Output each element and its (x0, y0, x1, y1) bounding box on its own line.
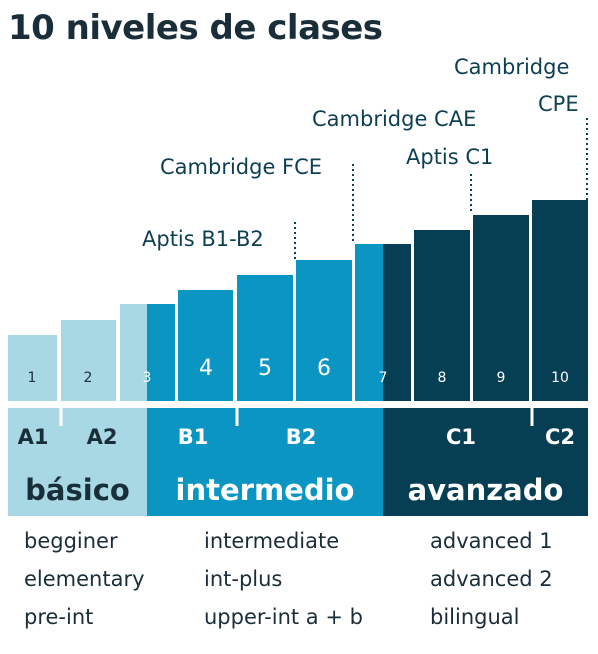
annotation-cambridge-cpe-line1: Cambridge (454, 55, 570, 79)
bar-7-dark (383, 244, 411, 401)
level-a2: A2 (86, 425, 118, 449)
bar-number: 8 (438, 370, 447, 386)
sublevel-item: intermediate (204, 529, 340, 553)
level-a1: A1 (17, 425, 49, 449)
level-c2: C2 (544, 425, 576, 449)
bar-3-light (120, 304, 147, 401)
annotation-aptis-b1b2: Aptis B1-B2 (142, 227, 264, 251)
bar-1 (8, 335, 57, 401)
annotation-aptis-c1: Aptis C1 (406, 145, 494, 169)
bar-8 (414, 230, 470, 401)
sublevel-item: advanced 1 (430, 529, 553, 553)
annotation-cambridge-cpe-line2: CPE (538, 92, 579, 116)
bar-number: 10 (551, 370, 569, 386)
bar-number: 3 (143, 370, 152, 386)
group-avanzado: avanzado (407, 473, 564, 507)
bar-10 (532, 200, 588, 401)
band-avanzado (383, 408, 588, 516)
bar-number: 1 (28, 370, 37, 386)
bar-2 (61, 320, 116, 401)
bar-number: 7 (379, 370, 388, 386)
bar-number: 9 (497, 370, 506, 386)
bar-5 (237, 275, 293, 401)
sublevel-item: pre-int (24, 605, 94, 629)
level-b2: B2 (285, 425, 317, 449)
sublevel-item: begginer (24, 529, 118, 553)
bar-number: 2 (84, 370, 93, 386)
sublevel-item: bilingual (430, 605, 520, 629)
bar-7-mid (355, 244, 383, 401)
group-basico: básico (25, 473, 130, 507)
bar-9 (473, 215, 529, 401)
level-b1: B1 (177, 425, 209, 449)
bar-number: 6 (317, 356, 331, 381)
band-basico (8, 408, 147, 516)
annotation-cambridge-cae: Cambridge CAE (312, 107, 477, 131)
bar-number: 5 (258, 356, 272, 381)
bar-3-mid (147, 304, 175, 401)
sublevel-item: elementary (24, 567, 145, 591)
bar-number: 4 (199, 356, 213, 381)
bar-4 (178, 290, 233, 401)
sublevel-item: upper-int a + b (204, 605, 363, 629)
band-intermedio (147, 408, 383, 516)
level-c1: C1 (445, 425, 477, 449)
group-intermedio: intermedio (175, 473, 355, 507)
page-title: 10 niveles de clases (8, 8, 383, 48)
sublevel-item: advanced 2 (430, 567, 553, 591)
sublevel-item: int-plus (204, 567, 283, 591)
bar-6 (296, 260, 352, 401)
annotation-cambridge-fce: Cambridge FCE (160, 155, 323, 179)
